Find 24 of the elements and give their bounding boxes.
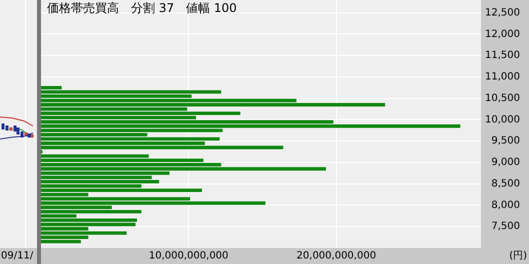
text: 09/11/	[1, 250, 34, 262]
y-tick-label: 10,500	[485, 92, 520, 104]
bar	[41, 201, 266, 205]
y-tick-label: 9,000	[491, 157, 520, 168]
bar	[41, 124, 460, 128]
y-tick-label: 7,500	[491, 221, 520, 232]
bar	[41, 103, 386, 106]
y-tick-label: 12,000	[485, 28, 520, 40]
y-tick-label: 10,000	[485, 114, 520, 126]
y-tick-label: 9,500	[491, 136, 520, 147]
bar	[41, 90, 222, 94]
y-tick-label: 12,500	[485, 7, 520, 18]
bar	[41, 112, 240, 116]
chart-title: 価格帯売買高 分割 37 値幅 100	[47, 1, 237, 16]
x-tick-label: 10,000,000,000	[148, 250, 228, 262]
y-tick-label: 8,000	[491, 200, 520, 211]
y-axis-title: (円)	[509, 250, 528, 262]
bar	[41, 218, 137, 222]
y-tick-label: 11,500	[485, 50, 520, 62]
y-tick-label: 11,000	[485, 72, 520, 83]
y-tick-label: 8,500	[491, 178, 520, 190]
x-tick-label: 20,000,000,000	[296, 250, 376, 262]
bar	[41, 167, 326, 171]
bar	[41, 210, 142, 214]
